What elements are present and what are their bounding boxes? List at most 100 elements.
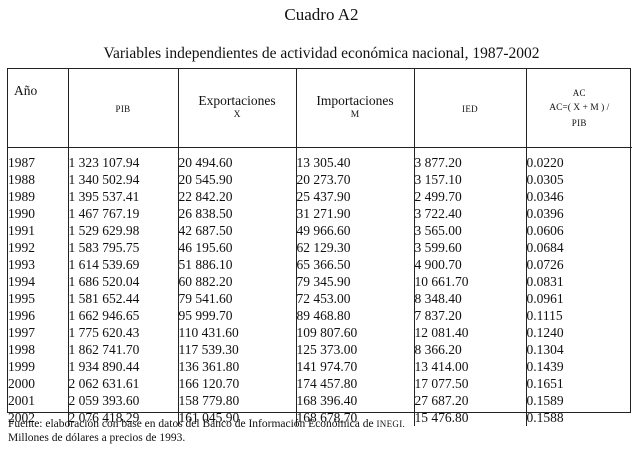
header-year: Año bbox=[8, 69, 68, 148]
cell-imp: 25 437.90 bbox=[295, 188, 414, 205]
cell-ac: 0.0726 bbox=[525, 256, 632, 273]
cell-ied: 3 565.00 bbox=[413, 222, 526, 239]
cell-year: 1991 bbox=[8, 222, 35, 238]
cell-imp: 109 807.60 bbox=[295, 324, 414, 341]
cell-pib: 1 529 629.98 bbox=[67, 222, 178, 239]
cell-exp: 136 361.80 bbox=[177, 358, 296, 375]
cell-pib: 1 395 537.41 bbox=[67, 188, 178, 205]
cell-year: 1989 bbox=[8, 188, 35, 204]
table-row: 1990 1 467 767.19 26 838.50 31 271.90 3 722.… bbox=[8, 205, 632, 222]
cell-exp: 79 541.60 bbox=[177, 290, 296, 307]
cell-ied: 3 877.20 bbox=[413, 147, 526, 171]
cell-ac: 0.0396 bbox=[525, 205, 632, 222]
table-body: 1987 1 323 107.94 20 494.60 13 305.40 3 877.… bbox=[8, 147, 632, 426]
table-row: 1993 1 614 539.69 51 886.10 65 366.50 4 900.… bbox=[8, 256, 632, 273]
table-row: 1987 1 323 107.94 20 494.60 13 305.40 3 877.… bbox=[8, 147, 632, 171]
cell-ac: 0.1589 bbox=[525, 392, 632, 409]
cell-ied: 27 687.20 bbox=[413, 392, 526, 409]
cell-exp: 20 545.90 bbox=[177, 171, 296, 188]
cell-ied: 8 366.20 bbox=[413, 341, 526, 358]
cell-exp: 166 120.70 bbox=[177, 375, 296, 392]
cell-ac: 0.0684 bbox=[525, 239, 632, 256]
cell-imp: 72 453.00 bbox=[295, 290, 414, 307]
table-row: 1989 1 395 537.41 22 842.20 25 437.90 2 499.… bbox=[8, 188, 632, 205]
table-row: 1997 1 775 620.43 110 431.60 109 807.60 12 0… bbox=[8, 324, 632, 341]
cell-year: 1992 bbox=[8, 239, 35, 255]
cell-year: 2000 bbox=[8, 375, 35, 391]
cell-ied: 8 348.40 bbox=[413, 290, 526, 307]
cell-year: 1997 bbox=[8, 324, 35, 340]
cell-pib: 1 775 620.43 bbox=[67, 324, 178, 341]
cell-ied: 3 599.60 bbox=[413, 239, 526, 256]
cell-exp: 60 882.20 bbox=[177, 273, 296, 290]
cell-ied: 10 661.70 bbox=[413, 273, 526, 290]
cell-exp: 26 838.50 bbox=[177, 205, 296, 222]
cell-ac: 0.0831 bbox=[525, 273, 632, 290]
cell-ied: 3 722.40 bbox=[413, 205, 526, 222]
header-pib: PIB bbox=[67, 69, 178, 148]
cell-pib: 1 662 946.65 bbox=[67, 307, 178, 324]
cell-exp: 22 842.20 bbox=[177, 188, 296, 205]
table-row: 1995 1 581 652.44 79 541.60 72 453.00 8 348.… bbox=[8, 290, 632, 307]
cell-year: 1993 bbox=[8, 256, 35, 272]
cell-pib: 1 934 890.44 bbox=[67, 358, 178, 375]
cell-ac: 0.1240 bbox=[525, 324, 632, 341]
cell-pib: 1 467 767.19 bbox=[67, 205, 178, 222]
cell-ac: 0.0220 bbox=[525, 147, 632, 171]
cell-imp: 31 271.90 bbox=[295, 205, 414, 222]
cell-imp: 89 468.80 bbox=[295, 307, 414, 324]
cell-imp: 49 966.60 bbox=[295, 222, 414, 239]
table-row: 1992 1 583 795.75 46 195.60 62 129.30 3 599.… bbox=[8, 239, 632, 256]
cell-ied: 13 414.00 bbox=[413, 358, 526, 375]
cell-exp: 158 779.80 bbox=[177, 392, 296, 409]
cell-pib: 1 323 107.94 bbox=[67, 147, 178, 171]
cell-imp: 13 305.40 bbox=[295, 147, 414, 171]
cell-ied: 2 499.70 bbox=[413, 188, 526, 205]
header-ac: AC AC=( X + M ) / PIB bbox=[525, 69, 632, 148]
table-row: 1991 1 529 629.98 42 687.50 49 966.60 3 565.… bbox=[8, 222, 632, 239]
cell-pib: 1 686 520.04 bbox=[67, 273, 178, 290]
cell-ac: 0.0961 bbox=[525, 290, 632, 307]
data-table-frame: Año PIB Exportaciones X Importaciones M … bbox=[7, 68, 632, 426]
cell-exp: 51 886.10 bbox=[177, 256, 296, 273]
table-row: 1999 1 934 890.44 136 361.80 141 974.70 13 4… bbox=[8, 358, 632, 375]
cell-pib: 2 076 418.29 bbox=[67, 409, 178, 426]
cell-ac: 0.0305 bbox=[525, 171, 632, 188]
footnote-source: Fuente: elaboración con base en datos de… bbox=[8, 418, 406, 430]
table-row: 2001 2 059 393.60 158 779.80 168 396.40 27 6… bbox=[8, 392, 632, 409]
cell-pib: 1 340 502.94 bbox=[67, 171, 178, 188]
table-subtitle: Variables independientes de actividad ec… bbox=[103, 45, 540, 62]
cell-year: 2001 bbox=[8, 392, 35, 408]
header-imports: Importaciones M bbox=[295, 69, 414, 148]
cell-ied: 4 900.70 bbox=[413, 256, 526, 273]
cell-exp: 161 045.90 bbox=[177, 409, 296, 426]
cell-year: 1996 bbox=[8, 307, 35, 323]
cell-exp: 20 494.60 bbox=[177, 147, 296, 171]
table-row: 2002 2 076 418.29 161 045.90 168 678.70 15 4… bbox=[8, 409, 632, 426]
table-row: 2000 2 062 631.61 166 120.70 174 457.80 17 0… bbox=[8, 375, 632, 392]
cell-pib: 1 614 539.69 bbox=[67, 256, 178, 273]
cell-year: 2002 bbox=[8, 409, 35, 425]
cell-pib: 2 059 393.60 bbox=[67, 392, 178, 409]
cell-exp: 46 195.60 bbox=[177, 239, 296, 256]
header-ied: IED bbox=[413, 69, 526, 148]
cell-imp: 79 345.90 bbox=[295, 273, 414, 290]
cell-exp: 110 431.60 bbox=[177, 324, 296, 341]
table-number-title: Cuadro A2 bbox=[284, 5, 359, 24]
cell-imp: 125 373.00 bbox=[295, 341, 414, 358]
cell-pib: 1 583 795.75 bbox=[67, 239, 178, 256]
cell-imp: 141 974.70 bbox=[295, 358, 414, 375]
cell-imp: 65 366.50 bbox=[295, 256, 414, 273]
cell-year: 1987 bbox=[8, 154, 35, 170]
cell-imp: 174 457.80 bbox=[295, 375, 414, 392]
cell-imp: 20 273.70 bbox=[295, 171, 414, 188]
cell-ac: 0.1439 bbox=[525, 358, 632, 375]
cell-ied: 17 077.50 bbox=[413, 375, 526, 392]
cell-ac: 0.1304 bbox=[525, 341, 632, 358]
cell-exp: 117 539.30 bbox=[177, 341, 296, 358]
cell-year: 1988 bbox=[8, 171, 35, 187]
table-row: 1996 1 662 946.65 95 999.70 89 468.80 7 837.… bbox=[8, 307, 632, 324]
cell-imp: 168 396.40 bbox=[295, 392, 414, 409]
cell-ied: 7 837.20 bbox=[413, 307, 526, 324]
cell-year: 1990 bbox=[8, 205, 35, 221]
